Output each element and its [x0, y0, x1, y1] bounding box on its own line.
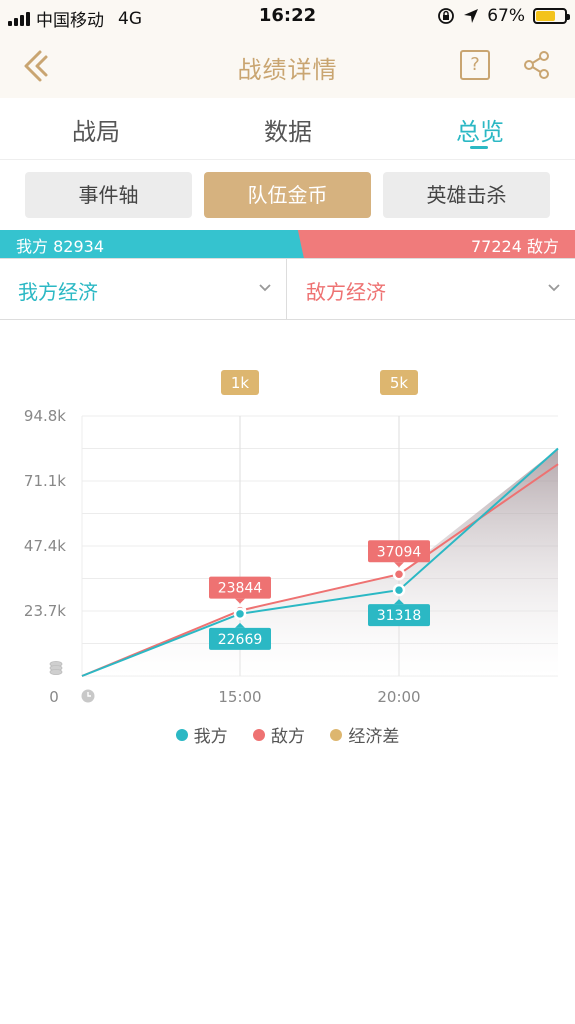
chevron-down-icon [548, 284, 560, 292]
enemy-gold-label: 敌方 [526, 237, 559, 256]
signal-icon [8, 11, 30, 26]
economy-selectors: 我方经济 敌方经济 [0, 258, 575, 320]
enemy-gold: 77224 敌方 [471, 233, 559, 257]
status-time: 16:22 [258, 5, 317, 26]
orientation-lock-icon [438, 8, 455, 24]
legend-item-enemy: 敌方 [253, 722, 305, 747]
tab-overview[interactable]: 总览 [456, 118, 504, 146]
chevron-down-icon [259, 284, 271, 292]
coin-stack-icon [49, 660, 63, 675]
legend-label: 敌方 [271, 727, 305, 747]
y-tick-label: 23.7k [24, 602, 66, 620]
status-bar: 中国移动 4G 16:22 67% [0, 0, 575, 34]
our-value-label: 22669 [209, 622, 271, 650]
our-economy-select[interactable]: 我方经济 [0, 259, 287, 319]
enemy-value-label: 37094 [368, 540, 430, 568]
our-gold-segment [0, 230, 304, 258]
battery-fill [536, 11, 555, 21]
gold-bar-graphic [0, 230, 575, 258]
gold-diff-badge-text: 5k [390, 374, 409, 392]
data-point-enemy [392, 568, 406, 581]
subtab-hero-kills[interactable]: 英雄击杀 [383, 172, 550, 218]
status-right: 67% [437, 6, 570, 26]
help-button[interactable]: ? [460, 50, 490, 80]
gold-chart-svg: 94.8k 71.1k 47.4k 23.7k 0 15:00 20:00 23844 2266… [24, 370, 559, 706]
gold-area-fill [82, 448, 558, 676]
y-tick-label: 71.1k [24, 472, 66, 490]
legend-label: 经济差 [348, 727, 400, 747]
tab-battle[interactable]: 战局 [72, 118, 120, 146]
data-point-ours [233, 607, 247, 621]
legend-dot [175, 728, 188, 741]
enemy-value-label: 23844 [209, 576, 271, 604]
gold-chart: 94.8k 71.1k 47.4k 23.7k 0 15:00 20:00 23844 2266… [0, 320, 575, 780]
tab-data[interactable]: 数据 [264, 118, 312, 146]
gold-diff-badge: 1k [221, 370, 259, 395]
x-tick-label: 20:00 [377, 688, 420, 706]
enemy-economy-select[interactable]: 敌方经济 [288, 259, 575, 319]
our-value-label: 31318 [368, 599, 430, 627]
location-arrow-icon [464, 9, 479, 23]
battery-percent: 67% [487, 6, 525, 26]
share-icon[interactable] [522, 50, 552, 80]
status-left: 中国移动 4G [8, 6, 142, 31]
enemy-economy-label: 敌方经济 [306, 280, 386, 304]
our-value-label-text: 22669 [218, 632, 263, 648]
enemy-gold-value: 77224 [470, 237, 522, 256]
legend-dot [253, 728, 265, 741]
our-economy-label: 我方经济 [18, 280, 98, 304]
team-gold-bar: 我方 82934 77224 敌方 [0, 230, 575, 258]
page-title: 战绩详情 [237, 56, 338, 84]
enemy-value-label-text: 23844 [218, 581, 263, 597]
legend-dot [330, 728, 343, 741]
back-chevron-icon[interactable] [18, 48, 54, 84]
our-value-label-text: 31318 [377, 608, 422, 624]
battery-icon [533, 8, 570, 24]
our-gold-label: 我方 [16, 237, 49, 256]
y-tick-label: 94.8k [24, 407, 66, 425]
our-gold-value: 82934 [53, 237, 105, 256]
nav-bar: 战绩详情 ? [0, 34, 575, 98]
subtab-timeline[interactable]: 事件轴 [25, 172, 192, 218]
main-tabs: 战局 数据 总览 [0, 98, 575, 160]
y-tick-label: 47.4k [24, 537, 66, 555]
our-gold: 我方 82934 [16, 233, 104, 257]
clock-icon [81, 689, 95, 703]
enemy-value-label-text: 37094 [377, 544, 422, 560]
gold-diff-badge-text: 1k [231, 374, 250, 392]
x-tick-label: 15:00 [218, 688, 261, 706]
tab-active-indicator [470, 146, 488, 149]
series-line-ours [81, 447, 559, 677]
legend-item-ours: 我方 [175, 722, 228, 747]
network-label: 4G [118, 8, 142, 29]
legend-label: 我方 [193, 727, 228, 747]
gold-diff-badge: 5k [380, 370, 418, 395]
x-tick-label: 0 [49, 688, 59, 706]
carrier-label: 中国移动 [36, 11, 104, 31]
subtab-team-gold[interactable]: 队伍金币 [204, 172, 371, 218]
legend-item-diff: 经济差 [330, 722, 399, 747]
sub-tabs: 事件轴 队伍金币 英雄击杀 [0, 160, 575, 230]
chart-legend: 我方 敌方 经济差 [0, 722, 575, 748]
data-point-ours [392, 583, 406, 597]
